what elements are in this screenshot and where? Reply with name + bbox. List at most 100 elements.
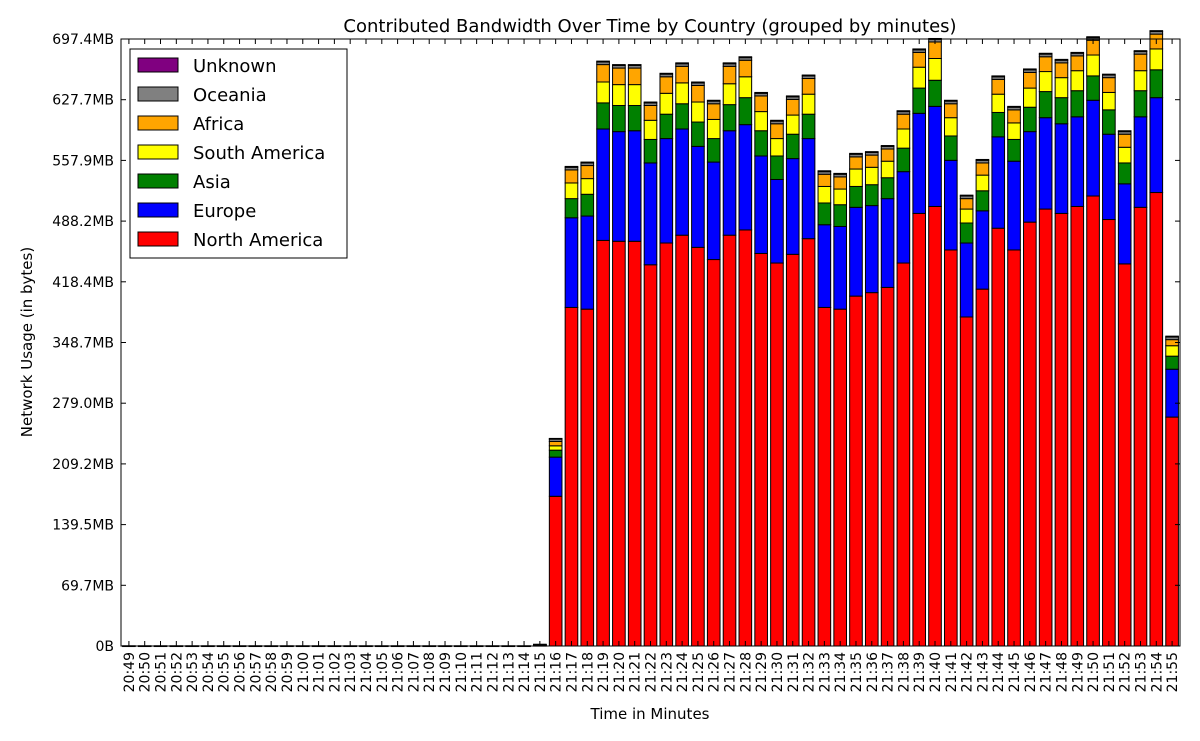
x-tick-label: 20:55 [217, 652, 233, 692]
x-tick-label: 21:19 [596, 652, 612, 692]
bar-segment-south-america [754, 111, 768, 132]
bar-segment-unknown [548, 437, 563, 440]
x-tick-label: 21:42 [960, 652, 976, 692]
bar-segment-europe [770, 178, 784, 264]
bar-segment-europe [1117, 183, 1132, 265]
legend-label-africa: Africa [193, 114, 244, 135]
x-tick-label: 21:24 [675, 652, 691, 692]
bar-segment-south-america [596, 81, 610, 104]
bar-segment-south-america [991, 93, 1006, 113]
bar-segment-asia [1007, 138, 1021, 162]
bar-segment-africa [1023, 71, 1037, 89]
bar-segment-north-america [1038, 208, 1053, 647]
bar-segment-asia [833, 204, 847, 227]
bar-segment-south-america [943, 117, 958, 137]
bar-segment-asia [817, 202, 832, 226]
x-tick-label: 21:35 [849, 652, 865, 692]
bar-segment-north-america [1007, 249, 1021, 647]
x-tick-label: 20:53 [185, 652, 201, 692]
bar-segment-south-america [928, 58, 942, 81]
bar-segment-south-america [1054, 77, 1069, 99]
bar-segment-asia [785, 133, 800, 160]
bar-segment-asia [959, 222, 974, 244]
bar-segment-south-america [643, 119, 658, 140]
legend-label-europe: Europe [193, 201, 256, 222]
bar-segment-asia [896, 147, 911, 173]
bar-segment-africa [959, 198, 974, 210]
bar-segment-south-america [1038, 71, 1053, 93]
x-tick-label: 21:47 [1039, 652, 1055, 692]
bar-segment-north-america [959, 316, 974, 647]
bar-segment-africa [912, 51, 927, 68]
bar-segment-south-america [691, 101, 705, 123]
bar-segment-south-america [612, 84, 626, 106]
legend-swatch-oceania [137, 86, 179, 102]
bar-segment-europe [1023, 131, 1037, 223]
bar-segment-europe [928, 105, 942, 207]
bar-segment-south-america [1023, 87, 1037, 108]
bar-segment-asia [912, 87, 927, 114]
bar-segment-north-america [738, 229, 753, 647]
bar-segment-asia [738, 97, 753, 126]
bar-segment-north-america [706, 259, 721, 647]
bar-segment-asia [1070, 90, 1085, 118]
bar-segment-europe [801, 138, 816, 240]
bar-segment-unknown [738, 56, 753, 59]
bar-segment-europe [785, 158, 800, 255]
bar-segment-europe [880, 198, 895, 288]
bar-segment-south-america [864, 166, 879, 186]
bar-segment-north-america [1070, 205, 1085, 647]
bar-segment-europe [975, 210, 990, 290]
bar-segment-south-america [1149, 48, 1164, 71]
bar-segment-africa [643, 105, 658, 121]
bar-segment-unknown [691, 81, 705, 84]
y-tick-label: 418.4MB [52, 275, 114, 291]
bar-segment-north-america [1117, 263, 1132, 647]
bar-segment-asia [596, 102, 610, 130]
x-tick-label: 21:26 [707, 652, 723, 692]
bar-segment-north-america [627, 240, 642, 647]
bar-segment-africa [880, 148, 895, 162]
bar-segment-unknown [943, 99, 958, 102]
bar-segment-asia [1102, 109, 1116, 135]
x-tick-label: 21:20 [612, 652, 628, 692]
bar-segment-africa [1133, 53, 1148, 72]
bar-segment-north-america [691, 246, 705, 647]
y-tick-label: 0B [95, 639, 114, 655]
x-axis-label: Time in Minutes [590, 705, 710, 723]
bar-segment-asia [801, 113, 816, 140]
bar-segment-unknown [1117, 130, 1132, 133]
bar-segment-unknown [1086, 36, 1100, 39]
x-tick-label: 21:49 [1070, 652, 1086, 692]
bar-segment-europe [1038, 117, 1053, 210]
bar-segment-unknown [849, 152, 863, 155]
bar-segment-south-america [706, 118, 721, 140]
x-tick-label: 21:54 [1149, 652, 1165, 692]
x-tick-label: 21:21 [628, 652, 644, 692]
y-tick-label: 697.4MB [52, 32, 114, 48]
bar-segment-africa [770, 123, 784, 140]
bar-segment-unknown [612, 64, 626, 66]
bar-segment-asia [612, 105, 626, 133]
bar-segment-south-america [627, 84, 642, 106]
bar-segment-unknown [975, 158, 990, 161]
y-tick-label: 279.0MB [52, 396, 114, 412]
legend-swatch-asia [137, 173, 179, 189]
bar-segment-south-america [1007, 122, 1021, 140]
bar-segment-africa [864, 154, 879, 168]
bar-segment-north-america [643, 264, 658, 647]
bar-segment-south-america [975, 174, 990, 192]
bar-segment-unknown [627, 64, 642, 66]
x-tick-label: 21:50 [1086, 652, 1102, 692]
bar-segment-unknown [785, 95, 800, 98]
y-tick-label: 627.7MB [52, 93, 114, 109]
x-tick-label: 20:54 [201, 652, 217, 692]
bar-segment-north-america [1133, 206, 1148, 647]
bar-segment-south-america [770, 138, 784, 157]
bar-segment-africa [1038, 56, 1053, 73]
bar-segment-unknown [1070, 51, 1085, 54]
bar-segment-africa [564, 169, 579, 184]
x-tick-label: 21:55 [1165, 652, 1181, 692]
x-tick-label: 21:38 [896, 652, 912, 692]
